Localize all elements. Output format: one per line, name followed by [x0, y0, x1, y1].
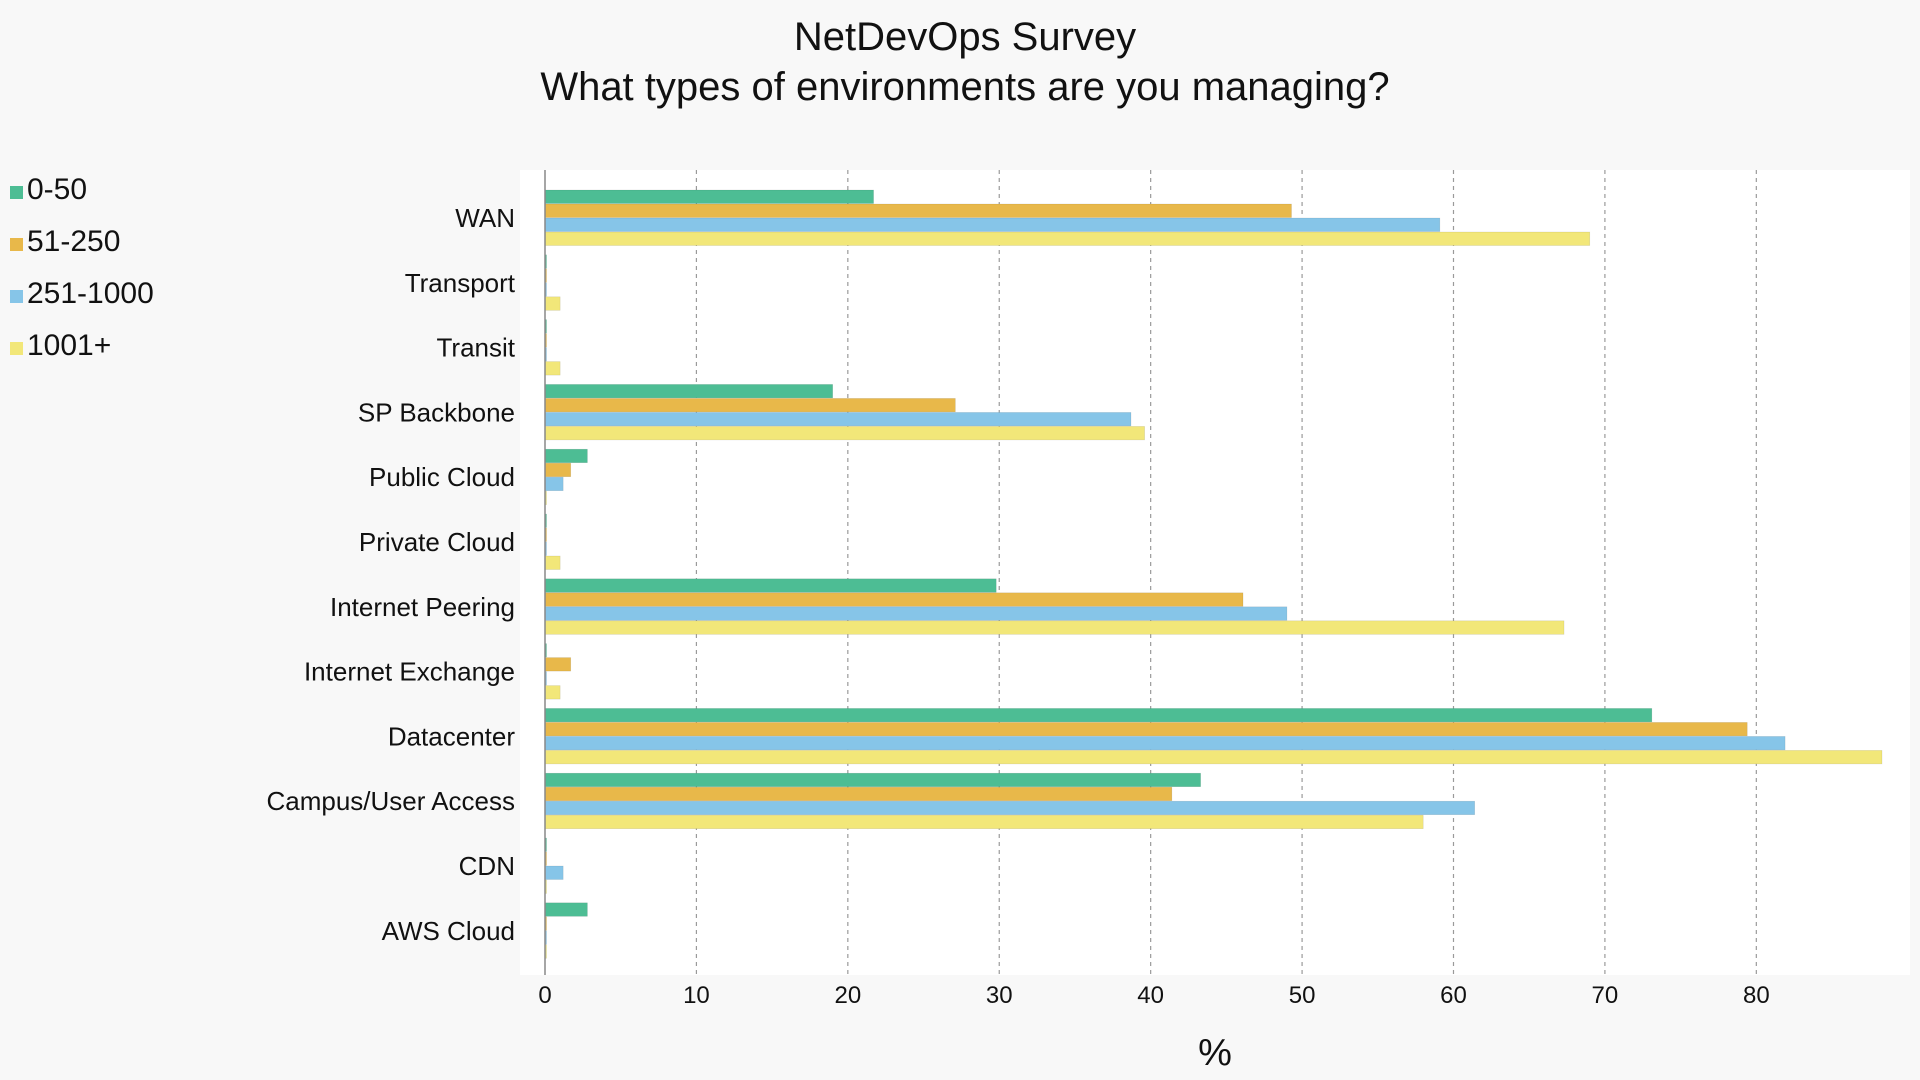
legend-swatch	[10, 238, 23, 251]
bar-51250-3	[544, 398, 956, 413]
bar-050-4	[544, 448, 588, 464]
legend: 0-50 51-250 251-1000 1001+	[10, 173, 154, 362]
bar-51250-4	[544, 462, 572, 478]
category-label: Transport	[405, 268, 516, 298]
bar-050-6	[544, 578, 997, 593]
x-tick-label: 80	[1743, 982, 1770, 1009]
category-label: Internet Exchange	[304, 657, 515, 687]
category-label: Public Cloud	[369, 462, 515, 492]
legend-label: 1001+	[27, 329, 111, 362]
legend-label: 51-250	[27, 225, 120, 258]
chart-title: NetDevOps Survey	[794, 15, 1136, 59]
x-axis-title: %	[1198, 1032, 1232, 1074]
bar-1001-9	[544, 814, 1424, 830]
bar-1001-7	[544, 685, 561, 700]
x-tick-label: 10	[683, 982, 710, 1009]
category-label: SP Backbone	[358, 397, 515, 427]
bar-050-11	[544, 902, 588, 917]
bar-050-3	[544, 384, 833, 399]
bar-1001-0	[544, 231, 1591, 246]
chart-subtitle: What types of environments are you manag…	[540, 65, 1389, 109]
legend-label: 251-1000	[27, 277, 154, 310]
legend-swatch	[10, 186, 23, 199]
x-tick-labels: 0 10 20 30 40 50 60 70 80	[538, 982, 1769, 1009]
bar-1001-1	[544, 296, 561, 311]
gridlines	[695, 170, 1757, 975]
bar-2511000-8	[544, 736, 1786, 751]
legend-swatch	[10, 290, 23, 303]
category-label: AWS Cloud	[382, 916, 515, 946]
x-tick-label: 0	[538, 982, 551, 1009]
bar-1001-2	[544, 361, 561, 376]
category-label: Private Cloud	[359, 527, 515, 557]
bar-050-0	[544, 189, 874, 204]
bar-2511000-9	[544, 800, 1475, 816]
category-labels: WAN Transport Transit SP Backbone Public Clo…	[266, 203, 515, 946]
bar-51250-7	[544, 657, 572, 672]
bar-51250-0	[544, 203, 1292, 218]
category-label: Campus/User Access	[266, 786, 515, 816]
bar-51250-9	[544, 786, 1173, 802]
bars	[544, 189, 1883, 959]
bar-050-9	[544, 772, 1201, 788]
bar-1001-8	[544, 750, 1883, 765]
category-label: WAN	[455, 203, 515, 233]
bar-050-8	[544, 708, 1653, 723]
bar-2511000-4	[544, 476, 564, 492]
category-label: Internet Peering	[330, 592, 515, 622]
bar-51250-8	[544, 722, 1748, 737]
x-tick-label: 70	[1592, 982, 1619, 1009]
category-label: Transit	[437, 333, 516, 363]
x-tick-label: 20	[834, 982, 861, 1009]
legend-label: 0-50	[27, 173, 87, 206]
x-tick-label: 40	[1137, 982, 1164, 1009]
category-label: Datacenter	[388, 721, 516, 751]
bar-2511000-0	[544, 217, 1441, 232]
bar-1001-6	[544, 620, 1565, 635]
plot-area	[520, 170, 1910, 975]
x-tick-label: 50	[1289, 982, 1316, 1009]
x-tick-label: 60	[1440, 982, 1467, 1009]
bar-51250-6	[544, 592, 1244, 607]
bar-1001-5	[544, 555, 561, 570]
bar-1001-3	[544, 426, 1145, 441]
x-tick-label: 30	[986, 982, 1013, 1009]
bar-2511000-3	[544, 412, 1132, 427]
bar-2511000-6	[544, 606, 1288, 621]
category-label: CDN	[459, 851, 515, 881]
legend-swatch	[10, 342, 23, 355]
bar-2511000-10	[544, 865, 564, 880]
